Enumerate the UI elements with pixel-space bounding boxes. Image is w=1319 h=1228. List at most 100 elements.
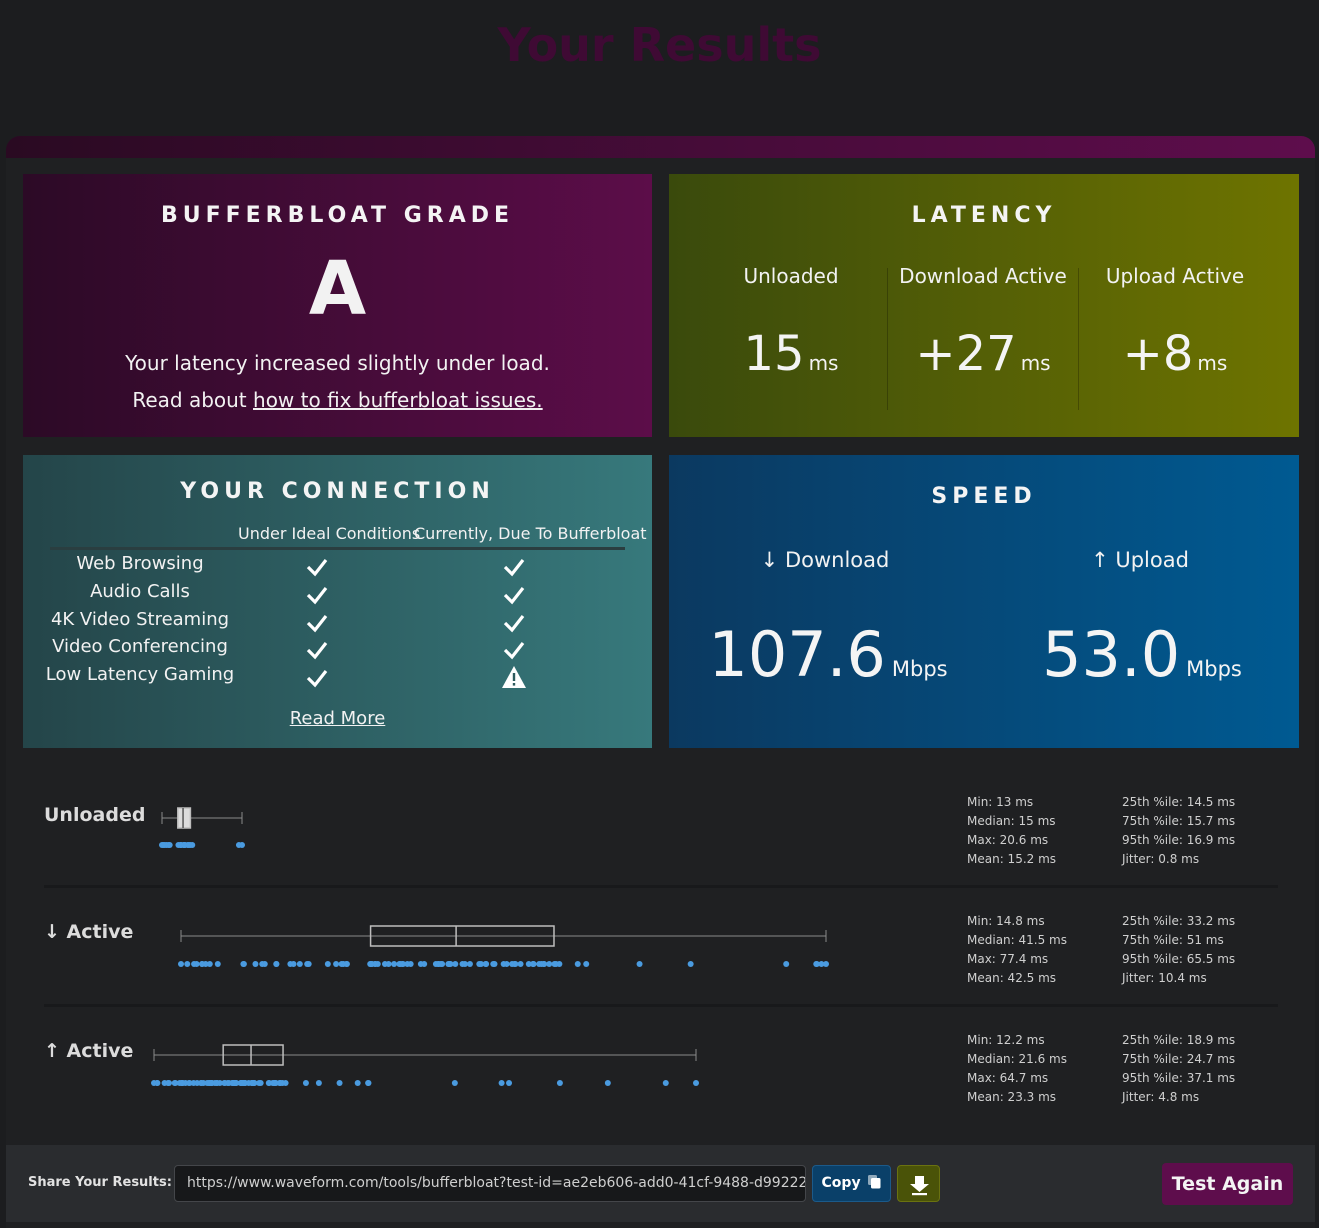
latency-sample-dot: [296, 961, 303, 967]
latency-sample-dot: [530, 961, 537, 967]
fix-bufferbloat-link[interactable]: how to fix bufferbloat issues.: [253, 388, 543, 412]
check-icon: [503, 587, 525, 605]
latency-sample-dot: [506, 1080, 513, 1086]
latency-sample-dot: [823, 961, 829, 967]
check-icon: [306, 670, 328, 688]
latency-sample-dot: [367, 961, 374, 967]
latency-sample-dot: [277, 1080, 284, 1086]
check-icon: [306, 587, 328, 605]
check-icon: [306, 615, 328, 633]
copy-button[interactable]: Copy: [812, 1165, 891, 1202]
read-more-link[interactable]: Read More: [289, 708, 386, 729]
test-again-button[interactable]: Test Again: [1162, 1163, 1293, 1205]
page-title: Your Results: [497, 18, 822, 72]
latency-sample-dot: [385, 961, 392, 967]
latency-divider: [887, 268, 888, 410]
latency-value: +8 ms: [1122, 326, 1228, 382]
latency-sample-dot: [818, 961, 825, 967]
latency-sample-dot: [257, 1080, 264, 1086]
latency-sample-dot: [187, 842, 194, 848]
latency-sample-dot: [333, 961, 340, 967]
latency-sample-dot: [273, 961, 280, 967]
latency-sample-dot: [783, 961, 790, 967]
stats-right-unloaded: 25th %ile: 14.5 ms 75th %ile: 15.7 ms 95th…: [1122, 795, 1236, 866]
latency-sample-dot: [452, 961, 459, 967]
latency-sample-dot: [193, 961, 200, 967]
latency-sample-dot: [451, 1080, 458, 1086]
latency-download-active: Download Active +27 ms: [887, 264, 1079, 382]
grade-read-prefix: Read about: [132, 388, 247, 412]
latency-sample-dot: [163, 842, 170, 848]
download-label: ↓ Download: [760, 548, 890, 572]
plot-label-upload-active: ↑ Active: [44, 1040, 134, 1062]
latency-sample-dot: [282, 1080, 289, 1086]
latency-sample-dot: [302, 1080, 309, 1086]
latency-sample-dot: [214, 961, 221, 967]
latency-sample-dot: [172, 1080, 179, 1086]
latency-sample-dot: [604, 1080, 611, 1086]
latency-sample-dot: [177, 842, 184, 848]
conn-row-audio-calls: Audio Calls: [90, 581, 190, 602]
latency-sample-dot: [259, 961, 266, 967]
latency-sample-dot: [287, 961, 294, 967]
plot-separator: [44, 1004, 1278, 1007]
conn-row-web-browsing: Web Browsing: [76, 553, 204, 574]
latency-sample-dot: [446, 961, 453, 967]
latency-sample-dot: [240, 961, 247, 967]
latency-sample-dot: [338, 961, 345, 967]
latency-sample-dot: [511, 961, 518, 967]
plot-label-unloaded: Unloaded: [44, 804, 146, 826]
stats-left-unloaded: Min: 13 ms Median: 15 ms Max: 20.6 ms Mean:…: [967, 795, 1057, 866]
quartile-box: [222, 1044, 284, 1066]
latency-sample-dot: [336, 1080, 343, 1086]
latency-sample-dot: [265, 1080, 272, 1086]
header-current: Currently, Due To Bufferbloat: [414, 524, 647, 543]
conn-row-4k-streaming: 4K Video Streaming: [50, 609, 230, 630]
latency-label: Unloaded: [743, 264, 839, 288]
latency-sample-dot: [159, 842, 165, 848]
latency-sample-dot: [186, 1080, 193, 1086]
upload-label: ↑ Upload: [1091, 548, 1189, 572]
header-ideal: Under Ideal Conditions: [238, 524, 421, 543]
latency-card: [669, 174, 1299, 437]
latency-sample-dot: [198, 1080, 205, 1086]
quartile-box: [369, 925, 555, 947]
grade-description: Your latency increased slightly under lo…: [125, 351, 550, 375]
warning-icon: [502, 666, 526, 688]
latency-sample-dot: [407, 961, 414, 967]
check-icon: [306, 642, 328, 660]
latency-sample-dot: [500, 961, 507, 967]
latency-sample-dot: [525, 961, 532, 967]
grade-letter: A: [308, 246, 367, 332]
latency-sample-dot: [432, 961, 439, 967]
latency-sample-dot: [551, 961, 558, 967]
check-icon: [306, 559, 328, 577]
download-speed: 107.6 Mbps: [708, 618, 948, 691]
latency-sample-dot: [476, 961, 483, 967]
stats-left-download: Min: 14.8 ms Median: 41.5 ms Max: 77.4 ms M…: [967, 914, 1067, 985]
plot-label-download-active: ↓ Active: [44, 921, 134, 943]
stats-left-upload: Min: 12.2 ms Median: 21.6 ms Max: 64.7 ms M…: [967, 1033, 1067, 1104]
latency-sample-dot: [271, 1080, 278, 1086]
check-icon: [503, 559, 525, 577]
latency-sample-dot: [232, 1080, 239, 1086]
latency-sample-dot: [483, 961, 490, 967]
latency-sample-dot: [315, 1080, 322, 1086]
latency-sample-dot: [498, 1080, 505, 1086]
latency-sample-dot: [693, 1080, 699, 1086]
share-url-input[interactable]: https://www.waveform.com/tools/bufferblo…: [174, 1165, 806, 1202]
latency-sample-dot: [304, 961, 311, 967]
latency-sample-dot: [459, 961, 466, 967]
check-icon: [503, 642, 525, 660]
latency-sample-dot: [224, 1080, 231, 1086]
download-button[interactable]: [897, 1165, 940, 1202]
latency-sample-dot: [324, 961, 331, 967]
latency-sample-dot: [179, 1080, 186, 1086]
latency-sample-dot: [556, 961, 563, 967]
latency-sample-dot: [813, 961, 820, 967]
speed-card: [669, 455, 1299, 748]
latency-title: LATENCY: [911, 203, 1057, 228]
latency-label: Download Active: [899, 264, 1067, 288]
latency-sample-dot: [466, 961, 473, 967]
latency-sample-dot: [491, 961, 498, 967]
